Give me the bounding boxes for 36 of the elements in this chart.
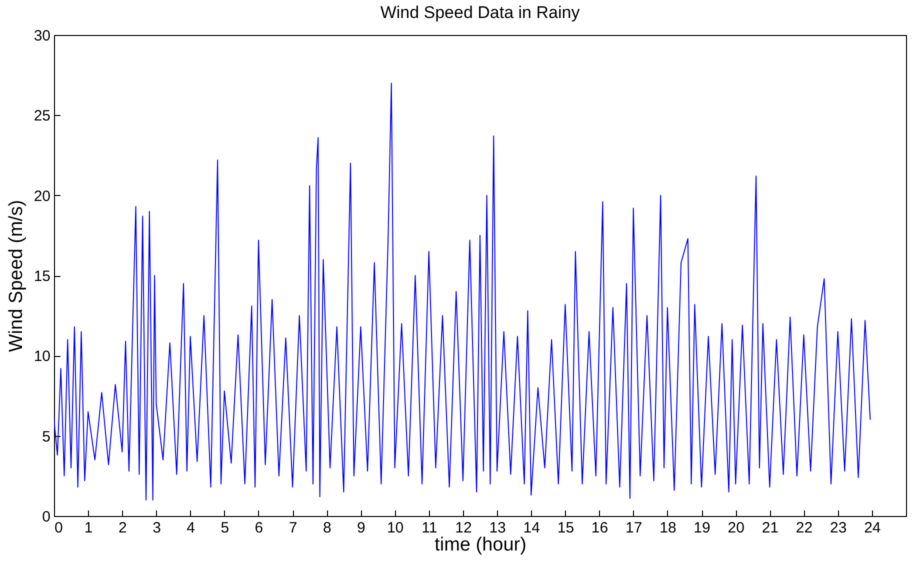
y-tick-label: 5: [42, 428, 50, 446]
x-tick-label: 13: [489, 520, 506, 536]
x-tick-label: 21: [762, 520, 779, 536]
x-tick-label: 1: [84, 520, 93, 536]
x-tick-label: 2: [118, 520, 127, 536]
x-axis-title: time (hour): [434, 534, 526, 556]
x-tick-label: 7: [288, 520, 298, 536]
x-tick-label: 16: [591, 520, 608, 536]
y-axis-title: Wind Speed (m/s): [6, 200, 27, 352]
x-tick-label: 0: [54, 520, 63, 536]
x-tick-label: 20: [728, 520, 744, 536]
y-tick-label: 25: [34, 108, 50, 125]
x-tick-label: 15: [557, 520, 574, 536]
x-tick-label: 3: [152, 520, 161, 536]
y-tick-label: 20: [34, 188, 50, 205]
y-tick-label: 0: [42, 508, 50, 526]
x-tick-label: 24: [864, 520, 881, 536]
x-tick-label: 10: [386, 520, 404, 536]
x-tick-label: 8: [322, 520, 332, 536]
y-tick-label: 30: [34, 28, 50, 44]
x-tick-label: 22: [796, 520, 813, 536]
x-tick-label: 19: [694, 520, 710, 536]
x-tick-label: 6: [254, 520, 264, 536]
x-tick-label: 12: [455, 520, 472, 536]
x-tick-label: 17: [626, 520, 642, 536]
x-tick-label: 11: [422, 520, 438, 536]
x-tick-label: 5: [220, 520, 230, 536]
x-tick-label: 9: [357, 520, 366, 536]
x-tick-label: 18: [660, 520, 676, 536]
chart-title: Wind Speed Data in Rainy: [380, 3, 580, 22]
y-tick-label: 10: [34, 348, 50, 366]
line-series: [54, 82, 871, 500]
x-tick-label: 4: [186, 520, 195, 536]
y-tick-label: 15: [34, 268, 50, 285]
x-tick-label: 23: [830, 520, 847, 536]
x-tick-label: 14: [523, 520, 540, 536]
